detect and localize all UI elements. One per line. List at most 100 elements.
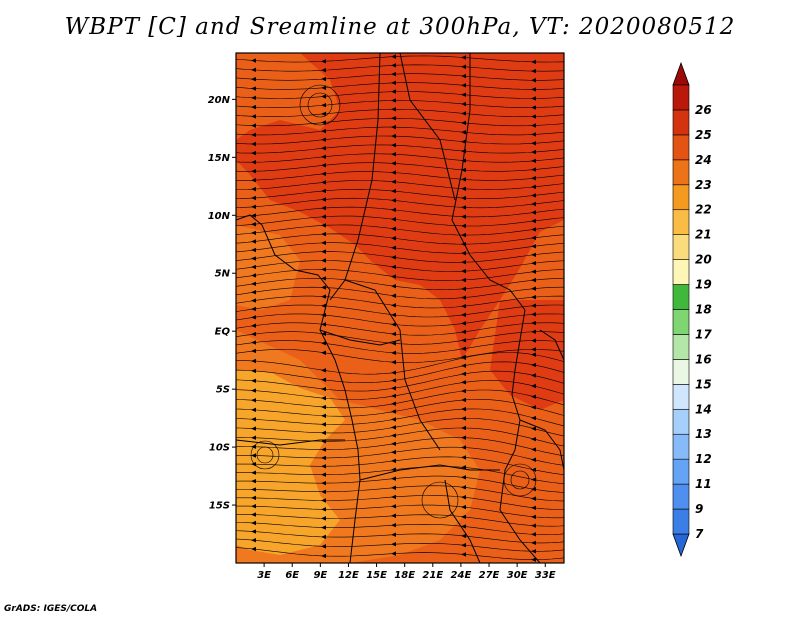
streamline-arrow [321,240,326,246]
streamline-arrow [321,137,326,142]
streamline-arrow [391,341,396,346]
streamline-arrow [461,268,466,274]
streamline-arrow [391,322,396,327]
wbpt-zone-21-south [236,370,345,555]
streamline-arrow [321,303,326,308]
streamline-arrow [321,413,326,418]
streamline [236,91,564,99]
streamline-arrow [461,435,466,440]
streamline-arrow [531,277,536,283]
streamline-arrow [251,368,256,374]
colorbar-label: 25 [695,128,712,142]
streamline-arrow [321,197,326,202]
streamline-arrow [531,383,536,389]
streamline-arrow [251,453,256,458]
streamline-arrow [391,467,396,472]
colorbar-label: 16 [695,352,712,366]
streamline-arrow [321,341,326,346]
streamline-arrow [251,281,256,287]
streamline-arrow [461,321,466,326]
streamline-arrow [251,504,256,509]
streamline-arrow [461,304,466,309]
streamline-arrow [461,524,466,529]
streamline-arrow [531,167,536,172]
streamline-arrow [321,205,326,211]
lat-tick-label: EQ [215,327,231,338]
colorbar-swatch [672,384,690,410]
streamline-arrow [321,525,326,530]
streamline-arrow [531,347,536,352]
streamline [236,475,564,493]
streamline-arrow [321,472,326,477]
streamline-arrow [251,123,256,128]
wbpt-zone-24-east [490,300,564,410]
colorbar-label: 13 [695,427,712,441]
streamline-arrow [391,401,396,406]
streamline-arrow [391,207,396,213]
streamline-arrow [251,388,256,393]
streamline-arrow [321,480,326,486]
streamline-arrow [391,541,396,547]
colorbar-label: 21 [695,228,712,242]
streamline-arrow [321,103,326,108]
streamline-arrow [461,223,466,229]
streamline-arrow [461,371,466,377]
streamline-arrow [321,285,326,290]
streamline-arrow [531,303,536,308]
streamline-arrow [321,544,326,549]
streamline-arrow [531,87,536,92]
streamline-arrow [391,179,396,184]
streamline-arrow [251,487,256,492]
streamline-arrow [531,149,536,155]
streamline-arrow [391,89,396,94]
streamline-arrow [321,489,326,494]
streamline-arrow [321,498,326,503]
colorbar-label: 26 [695,103,712,117]
streamline-arrow [391,417,396,422]
streamline-vortex [307,92,333,118]
streamline-arrow [251,398,256,403]
streamline-arrow [321,231,326,237]
streamline-arrow [461,295,466,300]
streamline-arrow [531,496,536,501]
streamline-vortex [421,481,459,519]
streamline-arrow [461,139,466,144]
streamline [236,278,564,291]
streamline-arrow [391,494,396,500]
colorbar-label: 15 [695,377,712,391]
streamline-arrow [461,504,466,510]
streamline-vortex [256,446,274,464]
colorbar-label: 12 [695,452,712,466]
streamline-arrow [531,320,536,326]
streamline-arrow [391,264,396,270]
streamline-arrow [461,177,466,182]
streamline-arrow [251,435,256,440]
streamline [236,522,564,535]
streamline-arrow [461,363,466,368]
streamline-arrow [251,323,256,328]
streamline [236,466,564,484]
streamline [236,224,564,236]
streamline-arrow [321,146,326,151]
streamline-arrow [321,267,326,272]
streamline-arrow [391,312,396,318]
streamline [236,100,564,108]
streamline [236,153,564,163]
streamline [236,370,564,392]
streamline-arrow [531,123,536,128]
streamline-arrow [531,269,536,274]
streamline [236,331,564,345]
streamline-arrow [461,120,466,126]
lon-tick-label: 24E [451,570,472,581]
colorbar-swatch [672,408,690,435]
streamline-arrow [391,441,396,447]
lon-tick-label: 30E [507,570,528,581]
streamline [236,304,564,318]
streamline-arrow [391,63,396,68]
streamline-arrow [391,115,396,121]
colorbar-label: 7 [695,527,704,541]
streamline-arrow [391,274,396,279]
lat-tick-label: 5N [215,269,231,280]
streamline-arrow [391,476,396,481]
streamline-arrow [461,205,466,210]
